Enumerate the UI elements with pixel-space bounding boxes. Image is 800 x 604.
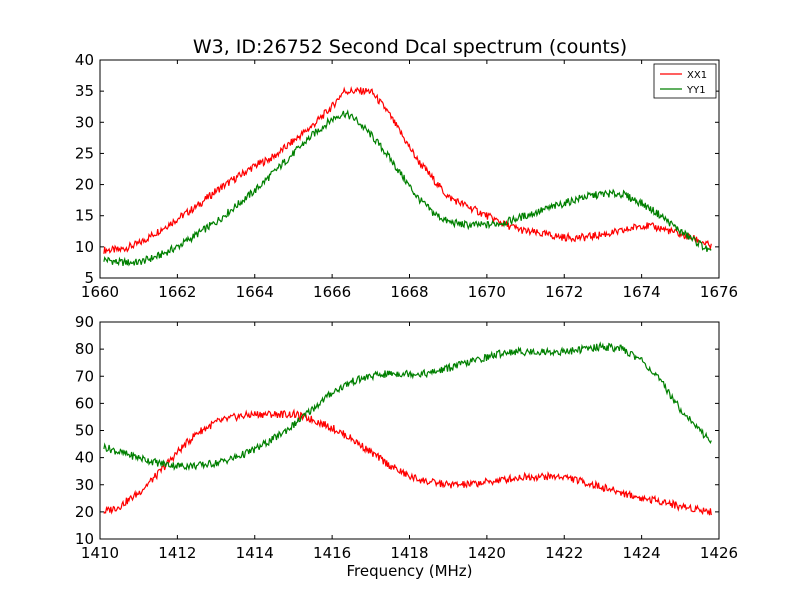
top-x-tick-label: 1662 [158,283,196,301]
bottom-y-tick-label: 20 [75,503,94,521]
bottom-x-tick-label: 1424 [623,544,661,562]
legend-box [653,63,717,99]
bottom-x-tick-label: 1414 [236,544,274,562]
bottom-y-tick-label: 70 [75,367,94,385]
chart-title: W3, ID:26752 Second Dcal spectrum (count… [193,36,627,58]
legend-label-yy1: YY1 [686,85,706,96]
legend-label-xx1: XX1 [687,70,707,81]
bottom-y-tick-label: 10 [75,530,94,548]
bottom-x-axis-label: Frequency (MHz) [346,562,472,580]
bottom-y-tick-label: 60 [75,394,94,412]
top-y-tick-label: 25 [75,144,94,162]
top-x-tick-label: 1666 [313,283,351,301]
bottom-y-tick-label: 90 [75,313,94,331]
top-series-xx1-line [103,85,712,254]
top-x-tick-label: 1660 [81,283,119,301]
top-y-tick-label: 35 [75,82,94,100]
bottom-series-series-1-line [103,408,712,516]
top-x-tick-label: 1674 [623,283,661,301]
top-axes: 1660 1662 1664 1666 1668 1670 1672 1674 1676 5 10 1… [75,51,738,301]
top-x-tick-label: 1672 [545,283,583,301]
bottom-y-tick-label: 30 [75,476,94,494]
top-x-tick-label: 1676 [700,283,738,301]
top-y-tick-label: 15 [75,207,94,225]
top-x-tick-label: 1664 [236,283,274,301]
bottom-x-tick-label: 1416 [313,544,351,562]
top-y-tick-label: 5 [84,269,94,287]
bottom-x-tick-label: 1420 [468,544,506,562]
bottom-x-tick-label: 1422 [545,544,583,562]
bottom-x-tick-label: 1426 [700,544,738,562]
bottom-y-tick-label: 50 [75,422,94,440]
top-x-tick-label: 1668 [390,283,428,301]
top-y-tick-label: 30 [75,113,94,131]
top-series-yy1-line [103,109,712,267]
top-y-tick-label: 20 [75,176,94,194]
top-x-tick-label: 1670 [468,283,506,301]
bottom-series-series-2-line [103,341,712,472]
top-y-tick-label: 40 [75,51,94,69]
bottom-x-tick-label: 1410 [81,544,119,562]
bottom-x-tick-label: 1418 [390,544,428,562]
bottom-x-tick-label: 1412 [158,544,196,562]
bottom-axes: 1410 1412 1414 1416 1418 1420 1422 1424 1426 10 20… [75,313,738,580]
bottom-y-tick-label: 40 [75,449,94,467]
bottom-y-tick-label: 80 [75,340,94,358]
top-y-tick-label: 10 [75,238,94,256]
